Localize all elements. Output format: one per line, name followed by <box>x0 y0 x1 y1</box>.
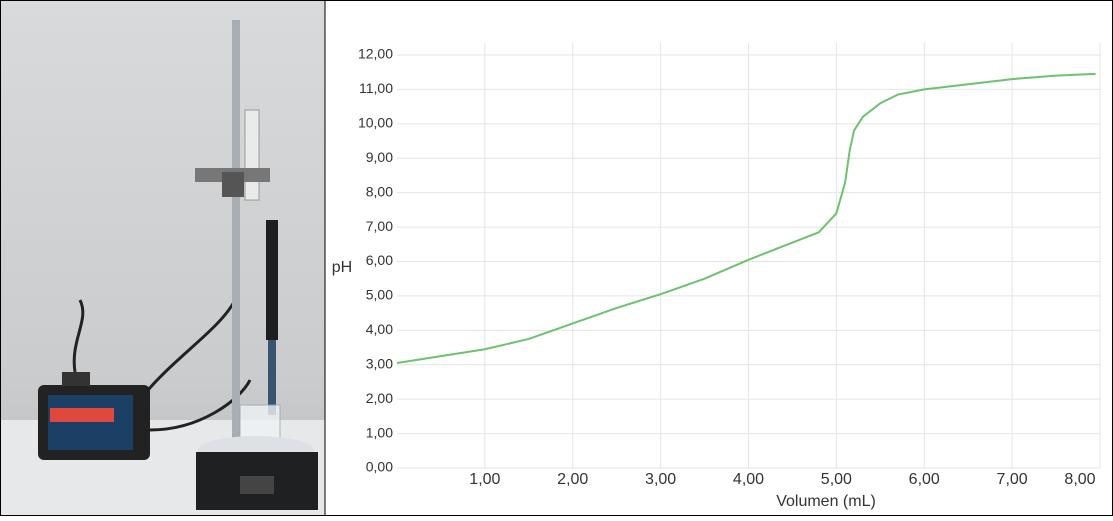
y-tick-label: 6,00 <box>366 252 393 268</box>
y-tick-label: 3,00 <box>366 355 393 371</box>
y-tick-label: 2,00 <box>366 390 393 406</box>
y-tick-label: 4,00 <box>366 321 393 337</box>
y-tick-label: 1,00 <box>366 424 393 440</box>
y-tick-label: 7,00 <box>366 218 393 234</box>
screen: Volumen (mL) pH 0,00 1,00 2,00 3,00 4,00 5,00… <box>0 0 1113 516</box>
photo <box>0 0 325 516</box>
x-tick-label: 6,00 <box>909 471 940 488</box>
y-tick-label: 8,00 <box>366 183 393 199</box>
x-tick-label: 1,00 <box>469 471 500 488</box>
x-axis-title: Volumen (mL) <box>776 493 876 510</box>
x-tick-label: 5,00 <box>821 471 852 488</box>
data-line <box>397 74 1096 363</box>
x-tick-label: 3,00 <box>645 471 676 488</box>
x-tick-label: 7,00 <box>997 471 1028 488</box>
x-tick-label: 4,00 <box>733 471 764 488</box>
x-tick-label: 2,00 <box>557 471 588 488</box>
y-tick-label: 11,00 <box>359 80 393 96</box>
y-axis-title: pH <box>332 259 352 276</box>
y-tick-label: 10,00 <box>358 115 393 131</box>
y-tick-label: 5,00 <box>366 287 393 303</box>
y-tick-label: 0,00 <box>366 459 393 475</box>
y-tick-label: 9,00 <box>366 149 393 165</box>
x-tick-label: 8,00 <box>1064 471 1095 488</box>
y-tick-label: 12,00 <box>358 46 393 62</box>
